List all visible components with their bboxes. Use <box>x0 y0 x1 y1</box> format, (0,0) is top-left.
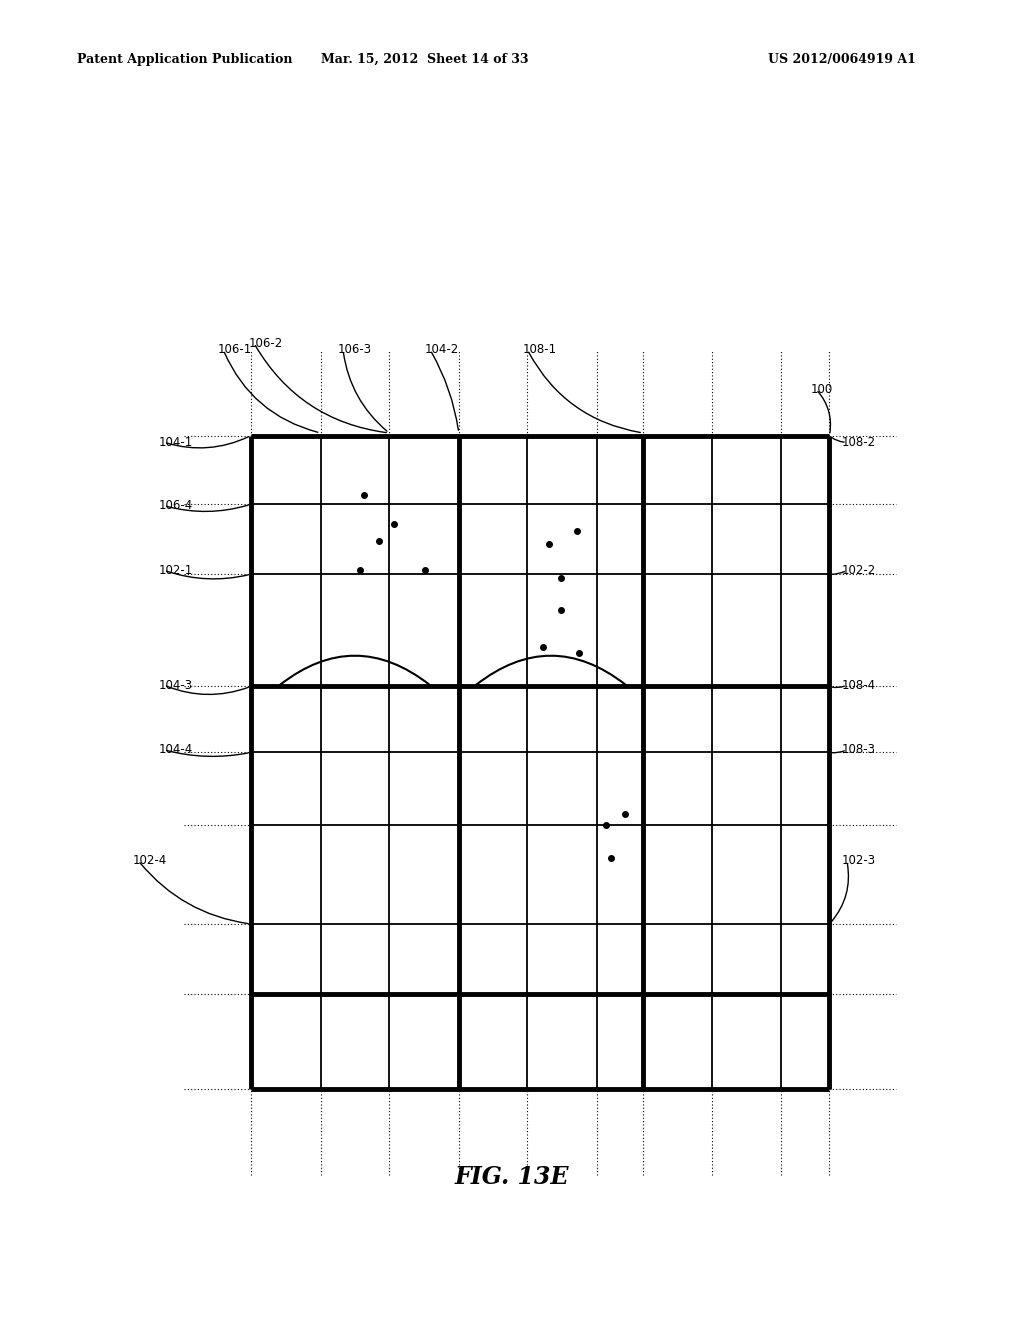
Text: FIG. 13E: FIG. 13E <box>455 1166 569 1189</box>
Text: 108-1: 108-1 <box>522 343 556 356</box>
FancyArrowPatch shape <box>833 751 844 752</box>
Text: Patent Application Publication: Patent Application Publication <box>77 53 292 66</box>
Text: US 2012/0064919 A1: US 2012/0064919 A1 <box>768 53 915 66</box>
FancyArrowPatch shape <box>167 506 248 511</box>
FancyArrowPatch shape <box>167 437 249 447</box>
FancyArrowPatch shape <box>224 352 317 432</box>
FancyArrowPatch shape <box>831 437 844 442</box>
Text: 102-3: 102-3 <box>842 854 876 867</box>
FancyArrowPatch shape <box>833 572 845 574</box>
Text: 104-2: 104-2 <box>425 343 459 356</box>
Text: 108-4: 108-4 <box>842 678 876 692</box>
Text: 106-1: 106-1 <box>218 343 252 356</box>
Text: 108-2: 108-2 <box>842 436 876 449</box>
FancyArrowPatch shape <box>281 656 429 685</box>
FancyArrowPatch shape <box>343 352 387 432</box>
Text: Mar. 15, 2012  Sheet 14 of 33: Mar. 15, 2012 Sheet 14 of 33 <box>322 53 528 66</box>
Text: 104-4: 104-4 <box>159 743 193 756</box>
Text: 102-2: 102-2 <box>842 564 876 577</box>
FancyArrowPatch shape <box>833 686 845 688</box>
FancyArrowPatch shape <box>831 863 849 921</box>
FancyArrowPatch shape <box>431 352 459 430</box>
Text: 102-4: 102-4 <box>133 854 167 867</box>
Text: 104-1: 104-1 <box>159 436 193 449</box>
FancyArrowPatch shape <box>167 751 248 756</box>
Text: 102-1: 102-1 <box>159 564 193 577</box>
Text: 108-3: 108-3 <box>842 743 876 756</box>
FancyArrowPatch shape <box>167 572 248 579</box>
Text: 100: 100 <box>811 383 834 396</box>
Text: 106-2: 106-2 <box>249 337 283 350</box>
FancyArrowPatch shape <box>818 392 830 433</box>
Text: 106-4: 106-4 <box>159 499 193 512</box>
FancyArrowPatch shape <box>140 863 248 924</box>
FancyArrowPatch shape <box>255 346 386 433</box>
FancyArrowPatch shape <box>528 352 640 433</box>
FancyArrowPatch shape <box>167 686 248 694</box>
FancyArrowPatch shape <box>476 656 626 685</box>
Text: 106-3: 106-3 <box>338 343 372 356</box>
Text: 104-3: 104-3 <box>159 678 193 692</box>
